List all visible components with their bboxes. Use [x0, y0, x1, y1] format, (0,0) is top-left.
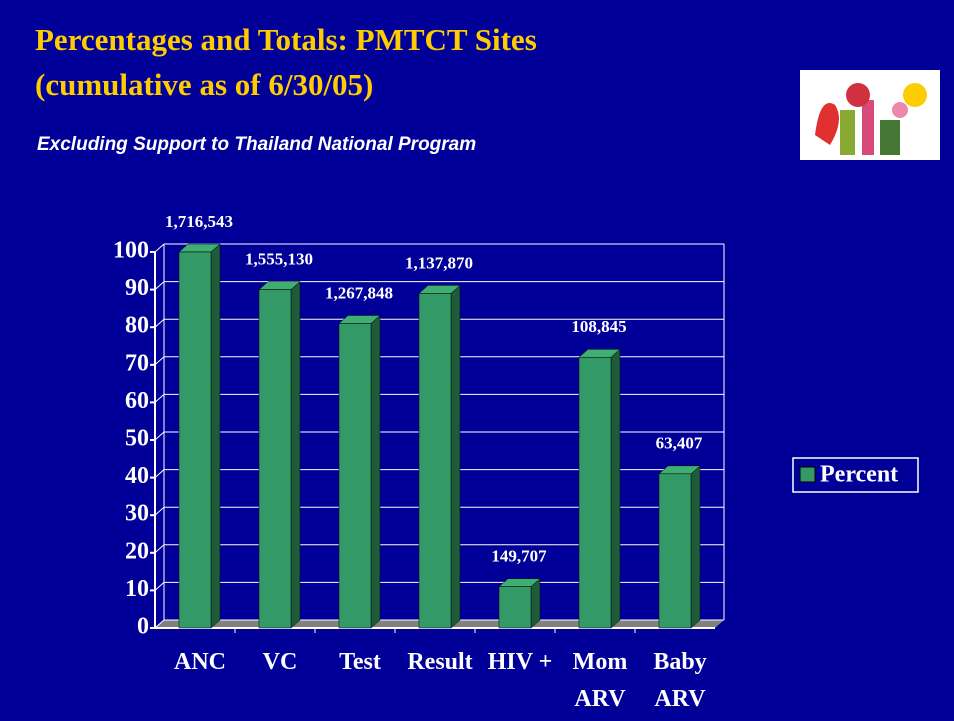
bar [419, 293, 451, 628]
x-tick-label: Result [395, 644, 485, 681]
bar-side [531, 579, 540, 628]
legend-swatch [800, 467, 815, 482]
bar-side [611, 349, 620, 628]
bar-side [691, 466, 700, 628]
grid-line [155, 357, 164, 365]
bar-side [371, 315, 380, 628]
bar-side [211, 244, 220, 628]
x-tick-label: Test [315, 644, 405, 681]
bar [339, 323, 371, 628]
bar [499, 587, 531, 628]
bar-annotation: 63,407 [656, 434, 703, 453]
y-tick-label: 50 [125, 426, 149, 452]
x-tick-label: ANC [155, 644, 245, 681]
slide: Percentages and Totals: PMTCT Sites (cum… [0, 0, 954, 721]
grid-line [155, 582, 164, 590]
grid-line [155, 319, 164, 327]
bar-side [291, 282, 300, 628]
y-tick-label: 80 [125, 313, 149, 339]
bar [259, 290, 291, 628]
bar-annotation: 1,716,543 [165, 212, 233, 231]
bar [659, 474, 691, 628]
bar [579, 357, 611, 628]
chart: 0 10 20 30 40 50 60 70 80 90 100 1,716,543 1,555,130… [0, 0, 954, 721]
grid-line [155, 394, 164, 402]
bar-annotation: 1,555,130 [245, 250, 313, 269]
grid-line [155, 470, 164, 478]
y-tick-label: 60 [125, 388, 149, 414]
bar-side [451, 285, 460, 628]
x-tick-label: VC [235, 644, 325, 681]
legend-label: Percent [820, 462, 898, 488]
x-tick-label: Baby ARV [635, 644, 725, 718]
grid-line [155, 432, 164, 440]
clipart [800, 70, 940, 160]
grid-line [155, 282, 164, 290]
bar [179, 252, 211, 628]
y-tick-label: 20 [125, 538, 149, 564]
grid-line [155, 545, 164, 553]
y-tick-label: 40 [125, 463, 149, 489]
bar-annotation: 149,707 [491, 547, 547, 566]
grid-line [155, 244, 164, 252]
bar-annotation: 108,845 [571, 317, 626, 336]
x-tick-label: HIV + [475, 644, 565, 681]
y-tick-label: 70 [125, 350, 149, 376]
x-tick-label: Mom ARV [555, 644, 645, 718]
y-tick-label: 100 [113, 238, 149, 264]
y-tick-label: 90 [125, 275, 149, 301]
bar-annotation: 1,137,870 [405, 253, 473, 272]
y-tick-label: 10 [125, 576, 149, 602]
y-tick-label: 0 [137, 614, 149, 640]
y-tick-label: 30 [125, 501, 149, 527]
grid-line [155, 507, 164, 515]
bar-annotation: 1,267,848 [325, 283, 393, 302]
